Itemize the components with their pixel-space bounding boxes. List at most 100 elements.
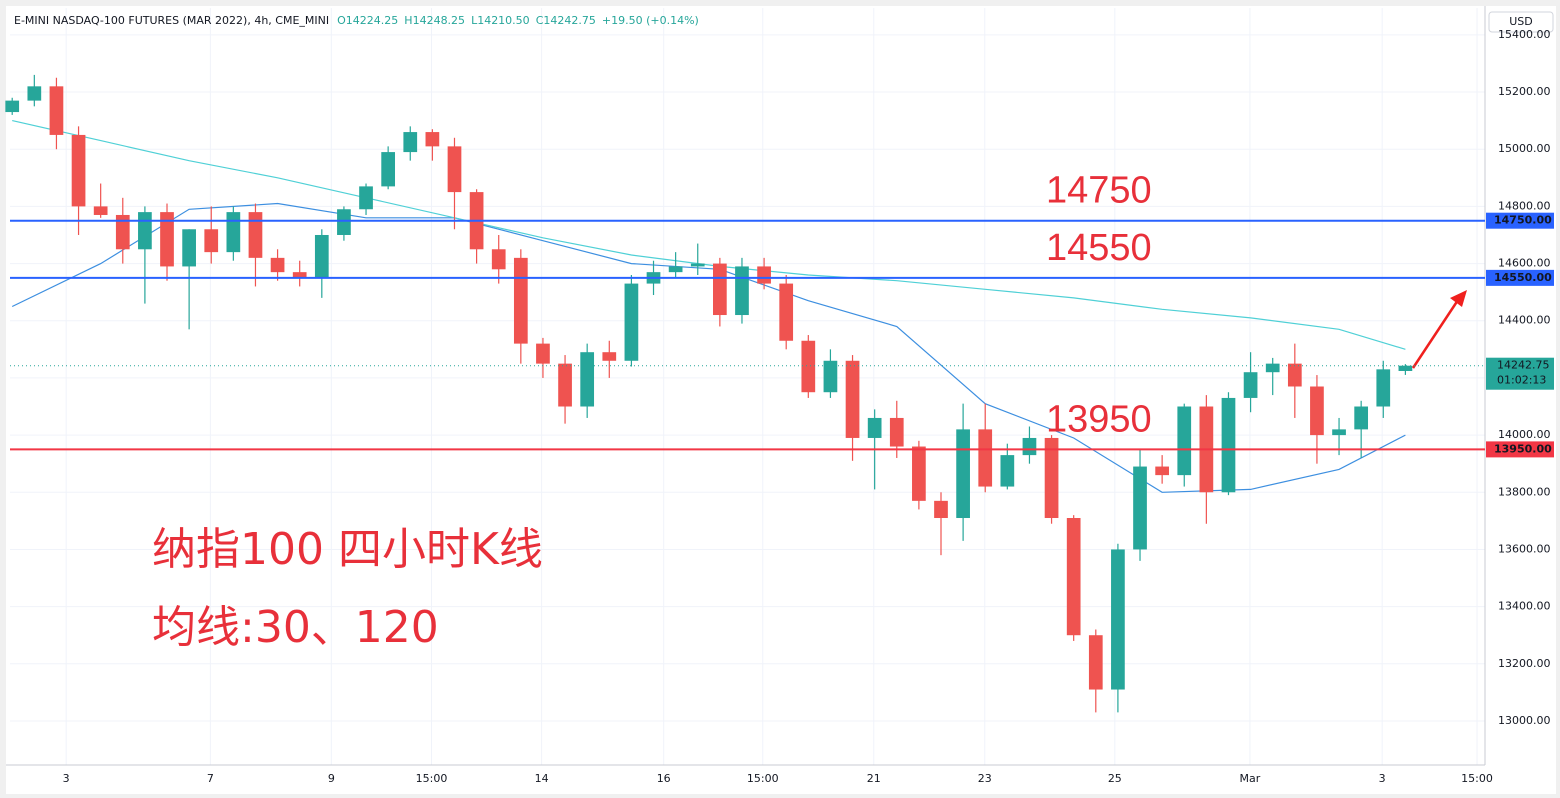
- candle-body: [956, 429, 970, 519]
- candle-body: [1265, 363, 1280, 373]
- x-tick-label: 23: [978, 772, 992, 785]
- candle-body: [1332, 429, 1346, 436]
- candle-body: [337, 209, 351, 235]
- x-tick-label: 15:00: [416, 772, 448, 785]
- candle-body: [425, 132, 440, 147]
- x-tick-label: 7: [207, 772, 214, 785]
- x-tick-label: 25: [1108, 772, 1122, 785]
- y-tick-label: 15200.00: [1498, 85, 1551, 98]
- candle-body: [713, 263, 727, 316]
- y-tick-label: 13000.00: [1498, 714, 1551, 727]
- candle-body: [624, 283, 639, 361]
- candle-body: [381, 152, 396, 187]
- candle-body: [1310, 386, 1324, 436]
- y-tick-label: 13200.00: [1498, 657, 1551, 670]
- level-tag: [1486, 441, 1554, 458]
- candle-body: [1354, 406, 1369, 430]
- currency-button[interactable]: [1488, 11, 1554, 33]
- candle-body: [314, 234, 329, 278]
- candle-body: [447, 146, 462, 193]
- candle-body: [5, 100, 20, 113]
- countdown: 01:02:13: [1497, 374, 1546, 387]
- y-tick-label: 13600.00: [1498, 542, 1551, 555]
- x-tick-label: 16: [657, 772, 671, 785]
- candle-body: [1044, 437, 1059, 519]
- candle-body: [115, 214, 130, 250]
- candle-body: [71, 134, 86, 207]
- candle-body: [1155, 466, 1169, 476]
- candle-body: [1066, 518, 1081, 636]
- header: E-MINI NASDAQ-100 FUTURES (MAR 2022), 4h…: [14, 14, 699, 27]
- candle-body: [292, 272, 307, 278]
- candle-body: [867, 417, 882, 438]
- currency-label: USD: [1509, 15, 1533, 28]
- y-tick-label: 14600.00: [1498, 257, 1551, 270]
- arrow-head: [1450, 290, 1467, 307]
- candle-body: [823, 360, 838, 393]
- x-tick-label: 3: [1379, 772, 1386, 785]
- candle-body: [690, 263, 705, 267]
- x-tick-label: 14: [535, 772, 549, 785]
- candle-body: [1177, 406, 1192, 476]
- level-note: 14750: [1046, 170, 1152, 212]
- candle-body: [403, 132, 418, 153]
- candle-body: [558, 363, 572, 407]
- candle-body: [248, 212, 263, 258]
- candle-body: [779, 283, 794, 341]
- candle-body: [801, 340, 816, 393]
- level-tag: [1486, 269, 1554, 286]
- x-tick-label: 3: [63, 772, 70, 785]
- candle-body: [934, 500, 948, 519]
- candle-body: [1111, 549, 1125, 690]
- level-label: 14750.00: [1494, 214, 1552, 227]
- candle-body: [912, 446, 926, 501]
- x-tick-label: 15:00: [1461, 772, 1493, 785]
- candle-body: [1088, 635, 1103, 690]
- level-label: 14550.00: [1494, 271, 1552, 284]
- y-tick-label: 14000.00: [1498, 428, 1551, 441]
- candle-body: [889, 417, 904, 447]
- y-tick-label: 15400.00: [1498, 28, 1551, 41]
- candle-body: [978, 429, 993, 487]
- candle-body: [93, 206, 108, 215]
- candle-body: [602, 352, 617, 361]
- candle-body: [491, 249, 506, 270]
- x-tick-label: 21: [867, 772, 881, 785]
- candle-body: [735, 266, 749, 316]
- annotation: 纳指100 四小时K线: [152, 524, 543, 575]
- candle-body: [138, 212, 152, 250]
- candle-body: [359, 186, 373, 210]
- candle-body: [27, 86, 42, 101]
- candle-body: [1221, 397, 1236, 493]
- candle-body: [1376, 369, 1391, 407]
- level-note: 14550: [1046, 227, 1152, 269]
- level-note: 13950: [1046, 398, 1152, 440]
- level-label: 13950.00: [1494, 442, 1552, 455]
- x-tick-label: 9: [328, 772, 335, 785]
- x-tick-label: Mar: [1240, 772, 1261, 785]
- candle-body: [160, 212, 174, 267]
- candle-body: [1022, 437, 1037, 456]
- candle-body: [270, 257, 285, 273]
- annotation: 均线:30、120: [152, 602, 439, 653]
- y-tick-label: 15000.00: [1498, 142, 1551, 155]
- candle-body: [536, 343, 550, 364]
- candle-body: [1287, 363, 1302, 387]
- candle-body: [49, 86, 64, 135]
- y-tick-label: 13800.00: [1498, 485, 1551, 498]
- last-price-label: 14242.75: [1497, 359, 1550, 372]
- candle-body: [226, 212, 241, 253]
- panel: [6, 6, 1556, 794]
- y-tick-label: 14400.00: [1498, 314, 1551, 327]
- candle-body: [668, 266, 683, 273]
- candle-body: [1243, 372, 1258, 398]
- level-tag: [1486, 212, 1554, 229]
- candle-body: [845, 360, 860, 438]
- y-tick-label: 13400.00: [1498, 600, 1551, 613]
- candle-body: [757, 266, 771, 284]
- candle-body: [580, 352, 595, 407]
- x-tick-label: 15:00: [747, 772, 779, 785]
- arrow: [1411, 299, 1460, 369]
- candle-body: [182, 229, 196, 267]
